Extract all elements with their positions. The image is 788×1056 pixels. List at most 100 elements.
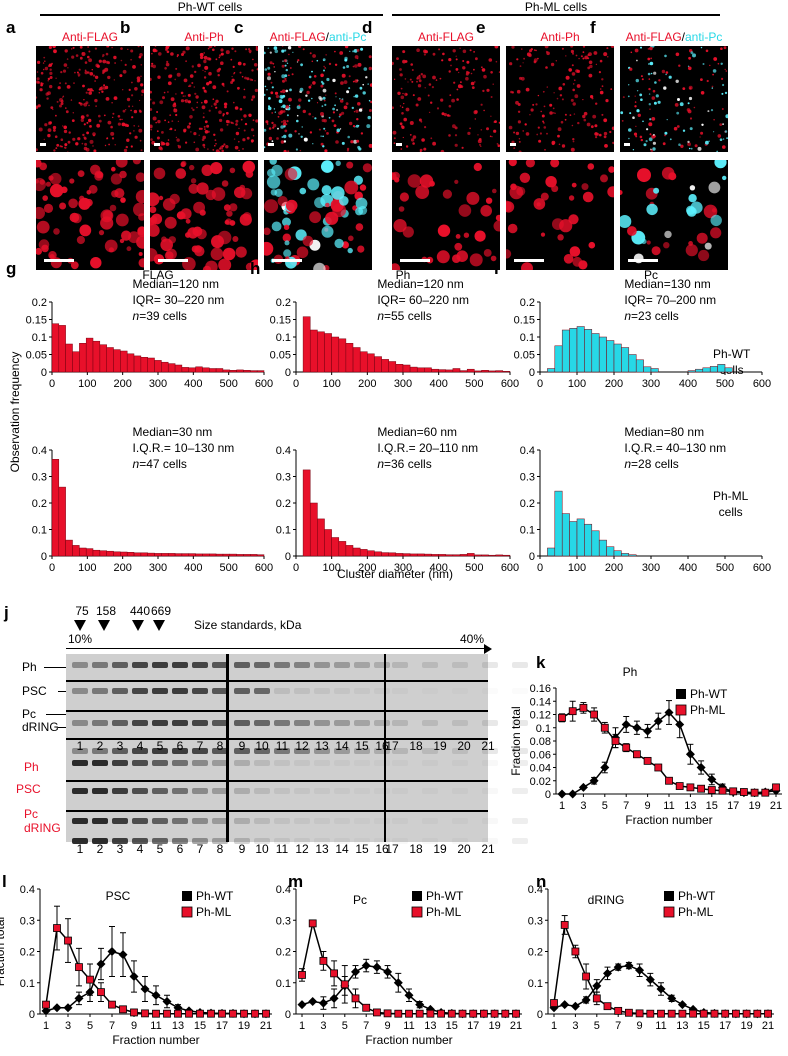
x-tick-label: 11 [150,1020,161,1032]
x-tick-label: 17 [467,1020,479,1032]
x-tick-label: 600 [255,562,273,574]
blot-band [212,720,228,726]
point-ph-ml [196,1009,204,1018]
blot-band [112,720,128,726]
histogram-bar [417,367,425,373]
blot-band [452,662,468,668]
blot-band [112,838,128,844]
stat-n-italic: n [133,309,140,323]
lane-number: 13 [315,842,329,856]
point-ph-ml [447,1009,456,1018]
protein-arrow [58,727,66,728]
stat-line: Median=120 nm [377,277,463,291]
histogram-bar [474,554,482,557]
histogram-bar [126,353,135,373]
x-tick-label: 500 [465,378,483,390]
y-tick-label: 0 [545,789,551,801]
y-tick-label: 0.1 [276,525,291,537]
histogram-bar [92,340,101,373]
blot-band [254,838,270,844]
micrograph-overview [506,46,614,152]
histogram-bar [222,369,231,373]
panel-title-part: / [681,30,685,44]
histogram-bar [65,539,73,557]
x-tick-label: 0 [293,378,299,390]
size-standard-label: 75 [75,604,89,618]
blot-band [482,760,498,766]
stat-line: I.Q.R.= 40–130 nm [624,441,726,455]
group-label-ph-ml: Ph-ML cells [524,0,588,14]
protein-label-wt: Pc [22,707,37,721]
blot-band [72,818,88,824]
point-ph-ml [218,1009,226,1018]
lane-number: 1 [76,739,84,753]
x-tick-label: 0 [49,378,55,390]
histogram-bar [584,523,593,557]
x-tick-label: 21 [770,800,782,812]
histogram-bar [502,554,511,557]
point-ph-wt [578,782,588,792]
point-ph-wt [107,947,117,956]
x-tick-label: 17 [216,1020,228,1032]
histogram-bar [424,553,432,557]
panel-label-g: g [6,259,16,278]
blot-band [354,720,370,726]
blot-band [92,788,108,794]
blot-band [192,788,208,794]
micrograph-zoom [264,160,372,270]
x-tick-label: 100 [78,562,96,574]
blot-band [274,788,290,794]
point-ph-ml [383,1009,392,1018]
histogram-bar [154,360,162,373]
blot-band [152,720,168,726]
blot-row-separator [66,738,488,740]
histogram-bar [591,530,600,557]
point-ph-ml [764,1009,772,1018]
lane-number: 14 [335,739,349,753]
stat-n-italic: n [377,309,384,323]
histogram-bar [229,370,237,373]
x-tick-label: 500 [716,378,734,390]
x-tick-label: 400 [679,378,697,390]
y-tick-label: 0.15 [26,315,47,327]
point-ph-ml [362,1003,371,1012]
blot-band [172,688,188,694]
point-ph-ml [600,723,609,732]
blot-band [452,748,468,754]
y-tick-label: 0.1 [520,332,535,344]
point-ph-ml [635,1009,644,1018]
histogram-bar [120,350,128,373]
y-axis-title: Fraction total [509,706,523,775]
lane-number: 10 [255,842,269,856]
point-ph-ml [512,1009,520,1018]
blot-band [482,748,498,754]
blot-band [392,688,408,694]
point-ph-wt [361,961,371,971]
histogram-bar [161,361,169,373]
x-tick-label: 0 [293,562,299,574]
panel-title-part: Anti-FLAG [61,30,118,44]
histogram-bar [331,336,340,373]
stat-line: IQR= 30–220 nm [133,293,225,307]
x-tick-label: 19 [488,1020,500,1032]
y-tick-label: 0.4 [32,445,47,457]
point-ph-wt [645,975,655,985]
point-ph-ml [426,1009,435,1018]
panel-title-part: Anti-Ph [540,30,580,44]
histogram-bar [598,336,607,373]
point-ph-ml [490,1009,499,1018]
point-ph-ml [689,1009,697,1018]
blot-image [66,654,528,766]
stat-line: Median=130 nm [624,277,710,291]
group-label-ph-wt: Ph-WT cells [177,0,243,14]
x-tick-label: 100 [568,562,586,574]
scale-bar [40,143,46,146]
panel-label-m: m [288,872,303,891]
blot-band [92,688,108,694]
histogram-bar [643,366,652,373]
gradient-end: 40% [460,632,485,646]
y-tick-label: 0.2 [20,947,35,959]
blot-band [294,662,310,668]
histogram-bar [495,554,504,557]
point-ph-wt [581,995,591,1005]
